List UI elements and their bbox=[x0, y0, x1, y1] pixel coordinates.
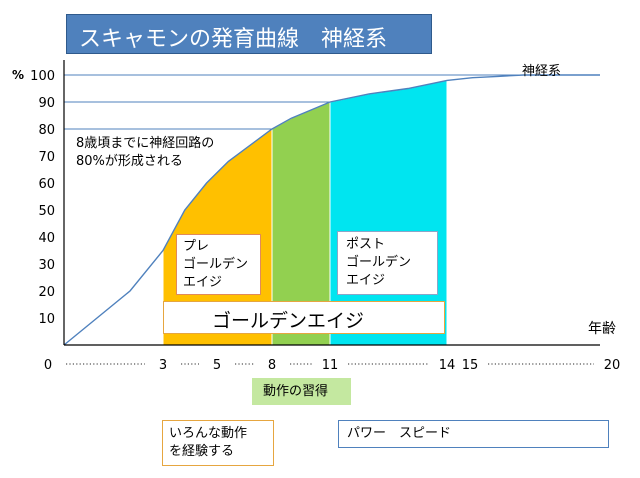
experience-label-2: を経験する bbox=[169, 444, 235, 459]
annotation-line-2: 80%が形成される bbox=[76, 154, 183, 169]
y-tick-30: 30 bbox=[38, 258, 55, 273]
x-tick-8: 8 bbox=[268, 358, 276, 373]
y-tick-70: 70 bbox=[38, 150, 55, 165]
power-speed-box: パワー スピード bbox=[338, 420, 609, 448]
y-tick-50: 50 bbox=[38, 204, 55, 219]
x-tick-11: 11 bbox=[322, 358, 339, 373]
post-label-2: ゴールデン bbox=[346, 255, 412, 270]
experience-box: いろんな動作 を経験する bbox=[162, 420, 274, 466]
y-tick-10: 10 bbox=[38, 312, 55, 327]
x-tick-15: 15 bbox=[462, 358, 479, 373]
y-tick-100: 100 bbox=[30, 69, 55, 84]
x-tick-5: 5 bbox=[213, 358, 221, 373]
x-tick-20: 20 bbox=[604, 358, 621, 373]
golden-age-box: ゴールデンエイジ bbox=[163, 301, 445, 334]
series-line-神経系 bbox=[63, 74, 600, 346]
skill-label: 動作の習得 bbox=[263, 384, 329, 399]
skill-acquisition-box: 動作の習得 bbox=[252, 378, 351, 405]
x-tick-3: 3 bbox=[159, 358, 167, 373]
y-tick-60: 60 bbox=[38, 177, 55, 192]
annotation-line-1: 8歳頃までに神経回路の bbox=[76, 135, 214, 151]
x-tick-14: 14 bbox=[439, 358, 456, 373]
y-tick-90: 90 bbox=[38, 96, 55, 111]
y-tick-40: 40 bbox=[38, 231, 55, 246]
x-tick-0: 0 bbox=[44, 358, 52, 373]
post-label-3: エイジ bbox=[346, 273, 386, 288]
pre-golden-age-box: プレ ゴールデン エイジ bbox=[176, 234, 261, 295]
post-golden-age-box: ポスト ゴールデン エイジ bbox=[337, 231, 438, 295]
page-title: スキャモンの発育曲線 神経系 bbox=[79, 27, 388, 52]
pre-label-1: プレ bbox=[183, 239, 210, 254]
y-tick-20: 20 bbox=[38, 285, 55, 300]
pre-label-3: エイジ bbox=[183, 275, 223, 290]
y-tick-80: 80 bbox=[38, 123, 55, 138]
pre-label-2: ゴールデン bbox=[183, 257, 249, 272]
x-axis-label: 年齢 bbox=[588, 321, 616, 337]
series-label: 神経系 bbox=[522, 64, 561, 79]
power-speed-label: パワー スピード bbox=[347, 426, 452, 441]
experience-label-1: いろんな動作 bbox=[169, 426, 248, 441]
y-axis-label: % bbox=[12, 68, 24, 82]
post-label-1: ポスト bbox=[346, 237, 386, 252]
title-banner: スキャモンの発育曲線 神経系 bbox=[66, 14, 432, 54]
golden-age-label: ゴールデンエイジ bbox=[212, 310, 365, 332]
